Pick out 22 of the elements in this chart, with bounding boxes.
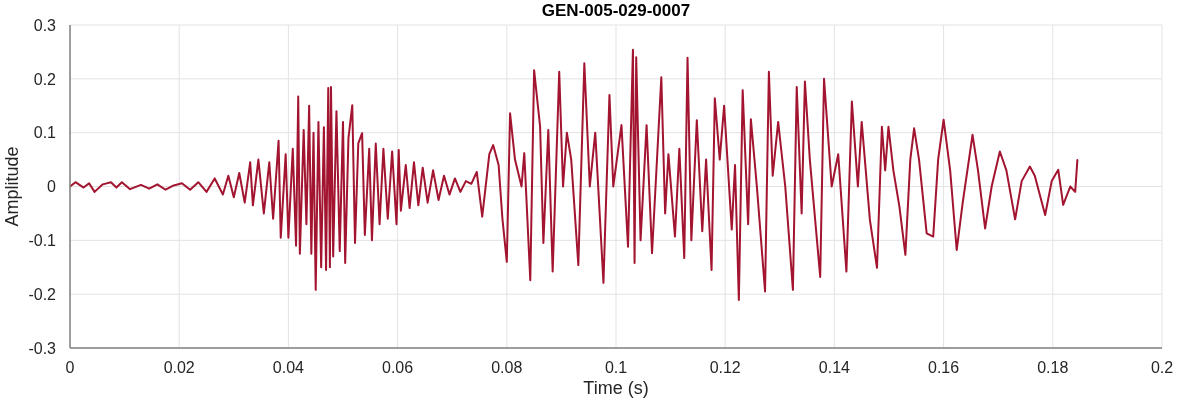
y-tick-label: 0 bbox=[47, 178, 57, 196]
y-tick-label: 0.3 bbox=[33, 16, 57, 34]
x-tick-label: 0.18 bbox=[1037, 359, 1069, 377]
x-tick-label: 0.06 bbox=[382, 359, 414, 377]
y-axis-title: Amplitude bbox=[2, 146, 22, 227]
x-tick-label: 0.08 bbox=[491, 359, 523, 377]
x-tick-label: 0.04 bbox=[272, 359, 305, 377]
y-tick-label: 0.2 bbox=[33, 70, 57, 88]
y-tick-label: -0.3 bbox=[28, 339, 57, 357]
x-tick-label: 0.16 bbox=[928, 359, 960, 377]
x-tick-label: 0.12 bbox=[709, 359, 741, 377]
x-tick-label: 0.14 bbox=[818, 359, 851, 377]
y-tick-label: 0.1 bbox=[33, 124, 57, 142]
y-tick-label: -0.1 bbox=[28, 232, 57, 250]
x-axis-title: Time (s) bbox=[583, 378, 649, 398]
x-tick-label: 0 bbox=[65, 359, 75, 377]
x-tick-label: 0.02 bbox=[163, 359, 195, 377]
line-series bbox=[70, 48, 1079, 302]
x-tick-label: 0.1 bbox=[604, 359, 628, 377]
y-tick-label: -0.2 bbox=[28, 285, 57, 303]
x-tick-label: 0.2 bbox=[1150, 359, 1174, 377]
chart-title: GEN-005-029-0007 bbox=[540, 1, 692, 21]
